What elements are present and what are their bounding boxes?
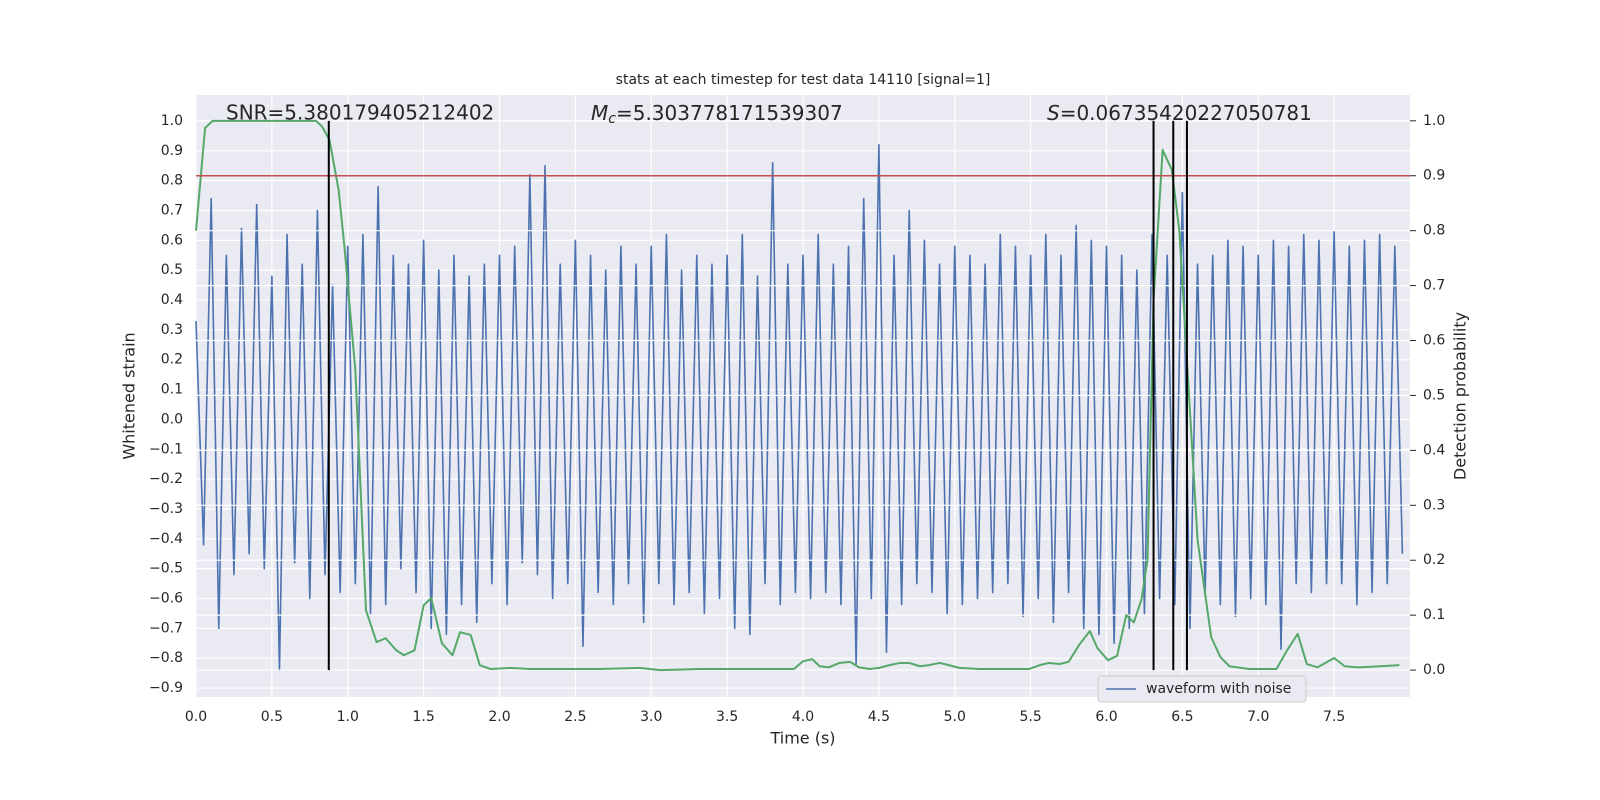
annotation: SNR=5.380179405212402 bbox=[226, 101, 494, 125]
annotation: S=0.06735420227050781 bbox=[1047, 101, 1312, 125]
y-tick-label: 1.0 bbox=[161, 113, 183, 129]
x-tick-label: 0.0 bbox=[185, 709, 207, 725]
chart-title: stats at each timestep for test data 141… bbox=[616, 72, 991, 88]
y2-tick-label: 0.3 bbox=[1423, 497, 1445, 513]
annotation-value: =0.06735420227050781 bbox=[1060, 101, 1312, 125]
x-tick-label: 7.0 bbox=[1247, 709, 1269, 725]
x-tick-label: 5.5 bbox=[1019, 709, 1041, 725]
x-tick-label: 3.5 bbox=[716, 709, 738, 725]
x-tick-label: 2.5 bbox=[564, 709, 586, 725]
y2-tick-label: 0.8 bbox=[1423, 223, 1445, 239]
y2-tick-label: 0.6 bbox=[1423, 333, 1445, 349]
annotation-value: =5.303778171539307 bbox=[616, 101, 843, 125]
y-tick-label: −0.9 bbox=[149, 680, 183, 696]
y2-tick-label: 0.9 bbox=[1423, 168, 1445, 184]
y-tick-label: 0.3 bbox=[161, 322, 183, 338]
y-tick-label: −0.5 bbox=[149, 561, 183, 577]
x-tick-label: 0.5 bbox=[261, 709, 283, 725]
x-tick-label: 5.0 bbox=[944, 709, 966, 725]
y-tick-label: 0.1 bbox=[161, 382, 183, 398]
x-tick-label: 4.0 bbox=[792, 709, 814, 725]
y-tick-label: −0.8 bbox=[149, 650, 183, 666]
x-tick-label: 3.0 bbox=[640, 709, 662, 725]
y-tick-label: 0.5 bbox=[161, 262, 183, 278]
annotation-subscript: c bbox=[608, 111, 616, 127]
x-tick-label: 4.5 bbox=[868, 709, 890, 725]
y-tick-label: 0.7 bbox=[161, 203, 183, 219]
annotation: Mc=5.303778171539307 bbox=[591, 101, 843, 128]
series-line bbox=[195, 119, 1400, 672]
y-tick-label: 0.8 bbox=[161, 173, 183, 189]
y-tick-label: −0.6 bbox=[149, 591, 183, 607]
series-line bbox=[195, 144, 1404, 671]
y2-axis-label: Detection probability bbox=[1451, 312, 1470, 480]
y-axis-label: Whitened strain bbox=[120, 332, 139, 459]
x-tick-label: 7.5 bbox=[1323, 709, 1345, 725]
legend-box bbox=[1097, 675, 1307, 703]
y-tick-label: −0.1 bbox=[149, 441, 183, 457]
y-tick-label: 0.0 bbox=[161, 411, 183, 427]
x-axis-label: Time (s) bbox=[769, 729, 835, 748]
annotation-symbol: S bbox=[1047, 101, 1060, 125]
x-tick-label: 6.5 bbox=[1171, 709, 1193, 725]
y-tick-label: 0.4 bbox=[161, 292, 183, 308]
x-tick-label: 1.5 bbox=[412, 709, 434, 725]
legend-label: waveform with noise bbox=[1146, 681, 1291, 697]
x-tick-label: 1.0 bbox=[337, 709, 359, 725]
y2-tick-label: 1.0 bbox=[1423, 113, 1445, 129]
y-tick-label: 0.9 bbox=[161, 143, 183, 159]
y2-tick-label: 0.1 bbox=[1423, 607, 1445, 623]
y-tick-label: −0.4 bbox=[149, 531, 183, 547]
annotation-symbol: M bbox=[591, 101, 608, 125]
y-tick-label: −0.3 bbox=[149, 501, 183, 517]
y-tick-label: −0.2 bbox=[149, 471, 183, 487]
y-tick-label: 0.2 bbox=[161, 352, 183, 368]
x-tick-label: 2.0 bbox=[488, 709, 510, 725]
y2-tick-label: 0.2 bbox=[1423, 552, 1445, 568]
y-tick-label: 0.6 bbox=[161, 232, 183, 248]
x-tick-label: 6.0 bbox=[1095, 709, 1117, 725]
y2-tick-label: 0.4 bbox=[1423, 442, 1445, 458]
y-tick-label: −0.7 bbox=[149, 620, 183, 636]
y2-tick-label: 0.7 bbox=[1423, 278, 1445, 294]
y2-tick-label: 0.0 bbox=[1423, 662, 1445, 678]
y2-tick-label: 0.5 bbox=[1423, 387, 1445, 403]
